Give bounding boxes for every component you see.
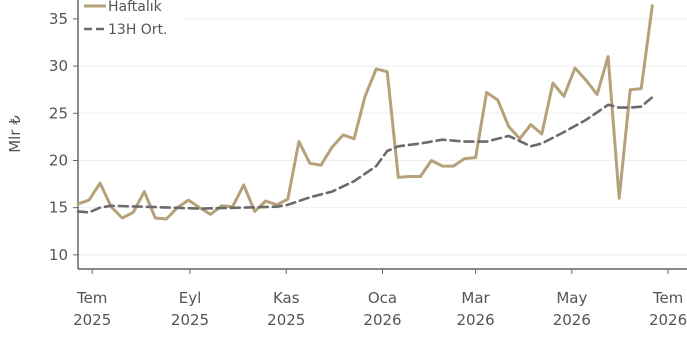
x-tick-label-month-5: May: [556, 289, 587, 307]
series-lines: [76, 4, 654, 221]
x-tick-label-year-0: 2025: [73, 311, 111, 329]
x-tick-label-month-4: Mar: [461, 289, 490, 307]
x-tick-label-month-0: Tem: [76, 289, 107, 307]
y-axis-ticks: 10 15 20 25 30 35: [49, 10, 78, 264]
x-tick-label-month-2: Kas: [273, 289, 300, 307]
legend: Haftalık 13H Ort.: [80, 0, 185, 44]
series-line-1: [76, 95, 654, 214]
series-line-0: [76, 4, 654, 221]
y-tick-label-20: 20: [49, 151, 68, 169]
x-tick-label-year-5: 2026: [553, 311, 591, 329]
legend-label-0: Haftalık: [108, 0, 163, 15]
legend-label-1: 13H Ort.: [108, 22, 168, 38]
y-tick-label-10: 10: [49, 246, 68, 264]
x-tick-label-year-1: 2025: [171, 311, 209, 329]
legend-box: [80, 0, 185, 44]
x-tick-label-year-4: 2026: [456, 311, 494, 329]
y-tick-label-15: 15: [49, 199, 68, 217]
x-tick-label-month-6: Tem: [652, 289, 683, 307]
y-tick-label-25: 25: [49, 104, 68, 122]
x-tick-label-year-6: 2026: [649, 311, 687, 329]
y-axis-label: Mlr ₺: [6, 115, 24, 153]
x-axis-ticks: Tem 2025 Eyl 2025 Kas 2025 Oca 2026 Mar 2026 May 20…: [73, 269, 687, 329]
x-tick-label-month-1: Eyl: [179, 289, 202, 307]
grid-lines: [78, 18, 687, 256]
x-tick-label-year-2: 2025: [267, 311, 305, 329]
y-tick-label-35: 35: [49, 10, 68, 28]
y-tick-label-30: 30: [49, 57, 68, 75]
x-tick-label-month-3: Oca: [368, 289, 397, 307]
x-tick-label-year-3: 2026: [363, 311, 401, 329]
